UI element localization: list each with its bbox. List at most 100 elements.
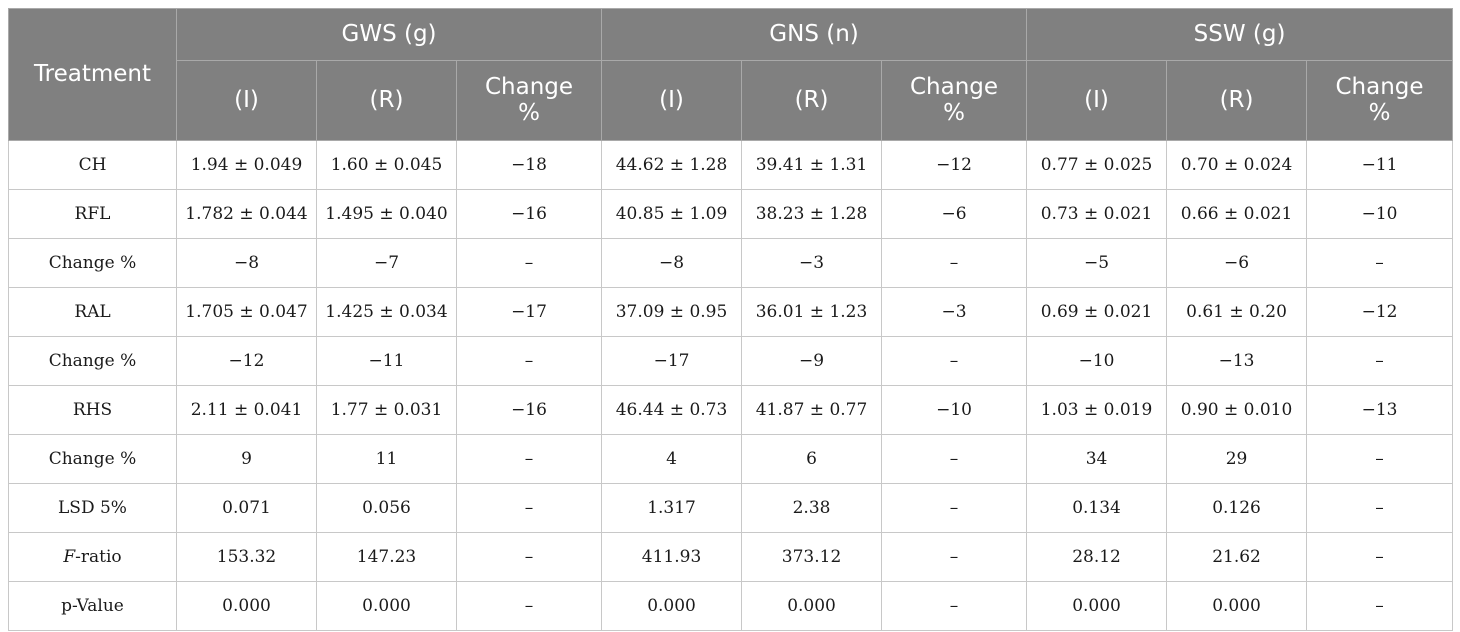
table-cell: –	[455, 238, 603, 288]
row-label: F-ratio	[8, 532, 177, 582]
table-cell: –	[1306, 581, 1454, 631]
table-cell: –	[881, 238, 1028, 288]
sub-header-gws-change: Change %	[455, 60, 603, 141]
table-cell: 41.87 ± 0.77	[741, 385, 883, 435]
table-cell: −11	[1306, 140, 1454, 190]
table-row: RAL 1.705 ± 0.047 1.425 ± 0.034 −17 37.0…	[8, 287, 1454, 337]
table-cell: –	[1306, 483, 1454, 533]
sub-header-gns-i: (I)	[601, 60, 743, 141]
table-cell: −13	[1306, 385, 1454, 435]
row-label: p-Value	[8, 581, 177, 631]
table-cell: 4	[601, 434, 743, 484]
row-label: Change %	[8, 336, 177, 386]
table-cell: 0.000	[316, 581, 457, 631]
table-cell: 153.32	[176, 532, 317, 582]
table-cell: −5	[1026, 238, 1168, 288]
table-cell: –	[881, 483, 1028, 533]
table-cell: −8	[601, 238, 743, 288]
table-cell: −12	[881, 140, 1028, 190]
sub-header-ssw-i: (I)	[1026, 60, 1168, 141]
table-cell: –	[881, 532, 1028, 582]
table-cell: 2.11 ± 0.041	[176, 385, 317, 435]
row-label: Change %	[8, 434, 177, 484]
table-cell: 38.23 ± 1.28	[741, 189, 883, 239]
table-cell: 1.705 ± 0.047	[176, 287, 317, 337]
table-cell: 1.317	[601, 483, 743, 533]
table-cell: 0.77 ± 0.025	[1026, 140, 1168, 190]
table-cell: 34	[1026, 434, 1168, 484]
table-row: p-Value 0.000 0.000 – 0.000 0.000 – 0.00…	[8, 581, 1454, 631]
table-cell: 46.44 ± 0.73	[601, 385, 743, 435]
table-body: CH 1.94 ± 0.049 1.60 ± 0.045 −18 44.62 ±…	[8, 140, 1454, 631]
table-cell: −13	[1166, 336, 1308, 386]
table-cell: 1.425 ± 0.034	[316, 287, 457, 337]
table-cell: −10	[1306, 189, 1454, 239]
table-cell: –	[881, 336, 1028, 386]
table-cell: 40.85 ± 1.09	[601, 189, 743, 239]
table-cell: 0.126	[1166, 483, 1308, 533]
table-cell: 411.93	[601, 532, 743, 582]
sub-header-gws-i: (I)	[176, 60, 317, 141]
table-cell: 0.056	[316, 483, 457, 533]
table-cell: 0.000	[1026, 581, 1168, 631]
table-cell: 373.12	[741, 532, 883, 582]
table-cell: −3	[881, 287, 1028, 337]
table-cell: –	[455, 336, 603, 386]
table-row: CH 1.94 ± 0.049 1.60 ± 0.045 −18 44.62 ±…	[8, 140, 1454, 190]
sub-header-gws-r: (R)	[316, 60, 457, 141]
table-cell: 1.495 ± 0.040	[316, 189, 457, 239]
table-cell: 29	[1166, 434, 1308, 484]
table-cell: 1.60 ± 0.045	[316, 140, 457, 190]
table-cell: 36.01 ± 1.23	[741, 287, 883, 337]
table-cell: 0.73 ± 0.021	[1026, 189, 1168, 239]
table-cell: 6	[741, 434, 883, 484]
table-row: Change % −8 −7 – −8 −3 – −5 −6 –	[8, 238, 1454, 288]
results-table: Treatment GWS (g) GNS (n) SSW (g) (I) (R…	[8, 8, 1454, 631]
table-cell: –	[1306, 434, 1454, 484]
table-cell: −10	[881, 385, 1028, 435]
table-cell: 147.23	[316, 532, 457, 582]
table-cell: 0.071	[176, 483, 317, 533]
table-cell: −17	[601, 336, 743, 386]
table-row: RFL 1.782 ± 0.044 1.495 ± 0.040 −16 40.8…	[8, 189, 1454, 239]
table-cell: 0.000	[601, 581, 743, 631]
table-row: F-ratio 153.32 147.23 – 411.93 373.12 – …	[8, 532, 1454, 582]
table-cell: −6	[881, 189, 1028, 239]
table-cell: 0.69 ± 0.021	[1026, 287, 1168, 337]
table-row: Change % 9 11 – 4 6 – 34 29 –	[8, 434, 1454, 484]
table-cell: 2.38	[741, 483, 883, 533]
row-label-italic: F	[63, 547, 76, 567]
table-cell: –	[1306, 532, 1454, 582]
group-header-gns: GNS (n)	[601, 8, 1028, 61]
table-cell: 1.77 ± 0.031	[316, 385, 457, 435]
table-row: LSD 5% 0.071 0.056 – 1.317 2.38 – 0.134 …	[8, 483, 1454, 533]
table-cell: 0.61 ± 0.20	[1166, 287, 1308, 337]
table-cell: –	[455, 581, 603, 631]
table-cell: −7	[316, 238, 457, 288]
table-cell: –	[455, 434, 603, 484]
table-cell: 0.000	[176, 581, 317, 631]
table-cell: −3	[741, 238, 883, 288]
sub-header-ssw-r: (R)	[1166, 60, 1308, 141]
table-cell: 0.000	[741, 581, 883, 631]
table-row: RHS 2.11 ± 0.041 1.77 ± 0.031 −16 46.44 …	[8, 385, 1454, 435]
row-label: RAL	[8, 287, 177, 337]
row-label: RFL	[8, 189, 177, 239]
table-cell: 1.782 ± 0.044	[176, 189, 317, 239]
table-cell: –	[1306, 238, 1454, 288]
table-cell: –	[881, 434, 1028, 484]
row-label: CH	[8, 140, 177, 190]
table-cell: 11	[316, 434, 457, 484]
table-cell: −12	[176, 336, 317, 386]
row-label: Change %	[8, 238, 177, 288]
table-cell: 9	[176, 434, 317, 484]
sub-header-gns-change: Change %	[881, 60, 1028, 141]
table-cell: –	[455, 483, 603, 533]
row-label-rest: -ratio	[75, 547, 122, 567]
table-cell: –	[455, 532, 603, 582]
header-sub-row: (I) (R) Change % (I) (R) Change % (I) (R…	[9, 60, 1454, 141]
table-cell: 0.000	[1166, 581, 1308, 631]
group-header-gws: GWS (g)	[175, 8, 603, 61]
group-header-ssw: SSW (g)	[1026, 8, 1454, 61]
row-label: LSD 5%	[8, 483, 177, 533]
